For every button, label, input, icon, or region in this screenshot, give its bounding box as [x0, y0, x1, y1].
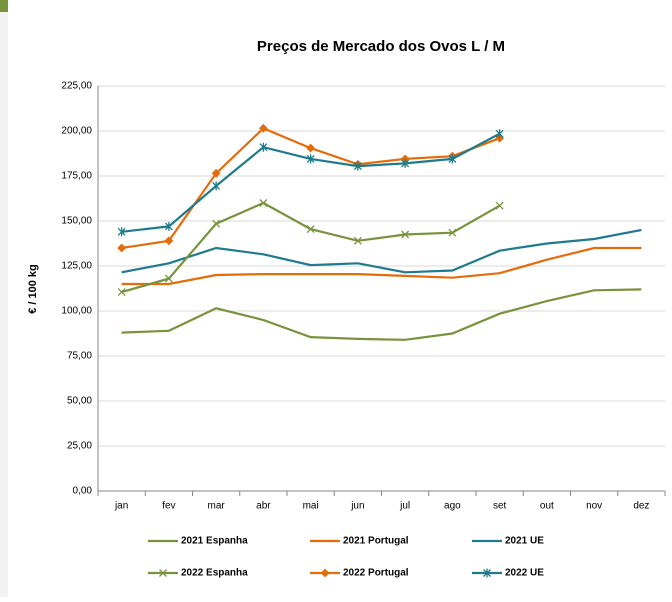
marker	[495, 201, 504, 210]
y-tick-label: 100,00	[61, 306, 92, 317]
legend-label: 2022 Espanha	[181, 568, 248, 579]
y-tick-label: 125,00	[61, 261, 92, 272]
marker	[401, 158, 410, 168]
y-tick-label: 25,00	[67, 441, 92, 452]
x-tick-label: ago	[444, 501, 461, 512]
y-tick-label: 50,00	[67, 396, 92, 407]
marker	[164, 221, 173, 231]
y-axis-label: € / 100 kg	[27, 264, 39, 314]
marker	[259, 199, 268, 207]
marker	[483, 568, 491, 578]
y-tick-label: 0,00	[73, 486, 93, 497]
marker	[159, 569, 167, 577]
marker	[495, 129, 504, 139]
y-tick-label: 225,00	[61, 81, 92, 92]
x-tick-label: set	[493, 501, 507, 512]
marker	[448, 154, 457, 164]
x-tick-label: mai	[303, 501, 319, 512]
marker	[306, 154, 315, 164]
legend-label: 2022 Portugal	[343, 568, 409, 579]
x-tick-label: jul	[399, 501, 410, 512]
x-tick-label: out	[540, 501, 554, 512]
x-tick-label: mar	[208, 501, 226, 512]
legend-label: 2022 UE	[505, 568, 544, 579]
marker	[448, 228, 457, 237]
marker	[212, 181, 221, 191]
marker	[353, 236, 362, 245]
x-tick-label: jun	[350, 501, 364, 512]
marker	[117, 243, 127, 253]
legend-label: 2021 Portugal	[343, 536, 409, 547]
series-line	[121, 246, 642, 286]
legend-label: 2021 UE	[505, 536, 544, 547]
y-tick-label: 175,00	[61, 171, 92, 182]
x-tick-label: nov	[586, 501, 602, 512]
x-tick-label: fev	[162, 501, 175, 512]
series-line	[121, 288, 642, 341]
marker	[353, 161, 362, 171]
marker	[211, 168, 221, 178]
legend-label: 2021 Espanha	[181, 536, 248, 547]
sheet-edge	[0, 0, 8, 597]
marker	[306, 225, 315, 234]
marker	[212, 219, 221, 228]
series-line	[121, 228, 642, 274]
marker	[320, 568, 330, 578]
marker	[258, 123, 268, 133]
marker	[117, 227, 126, 237]
y-tick-label: 200,00	[61, 126, 92, 137]
chart-title: Preços de Mercado dos Ovos L / M	[257, 38, 505, 55]
marker	[401, 230, 410, 239]
x-tick-label: abr	[256, 501, 271, 512]
sheet-corner	[0, 0, 8, 12]
x-tick-label: jan	[114, 501, 128, 512]
y-tick-label: 150,00	[61, 216, 92, 227]
marker	[259, 142, 268, 152]
y-tick-label: 75,00	[67, 351, 92, 362]
x-tick-label: dez	[633, 501, 649, 512]
marker	[164, 274, 173, 283]
marker	[164, 236, 174, 246]
marker	[117, 288, 126, 297]
marker	[306, 143, 316, 153]
